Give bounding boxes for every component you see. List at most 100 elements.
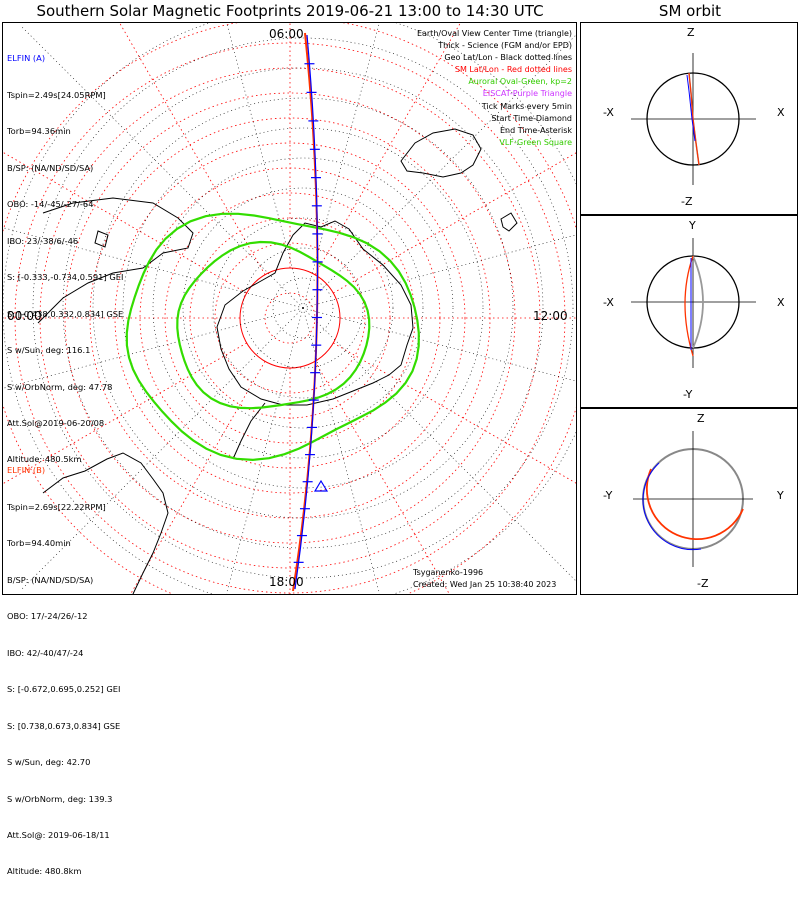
sm-longitude-line [333, 342, 576, 484]
orbit1-right: X [777, 106, 785, 119]
sm-latitude-ring [239, 267, 341, 369]
orbit3-left: -Y [603, 489, 613, 502]
elfin-b-line: S w/Sun, deg: 42.70 [7, 757, 91, 768]
time-label-right: 12:00 [533, 309, 568, 323]
geo-longitude-line [226, 23, 304, 309]
geo-longitude-line [3, 307, 304, 389]
australia-outline [400, 128, 482, 178]
orbit1-top: Z [687, 26, 695, 39]
elfin-a-line: S w/Sun, deg: 116.1 [7, 345, 91, 356]
elfin-a-line: S: [-0.333,-0.734,0.591] GEI [7, 272, 124, 283]
legend-item: Earth/Oval View Center Time (triangle) [416, 29, 572, 38]
elfin-b-line: OBO: 17/-24/26/-12 [7, 611, 88, 622]
legend-item: EISCAT-Purple Triangle [482, 89, 572, 99]
geo-latitude-ring [212, 217, 394, 399]
legend-item: Tick Marks every 5min [481, 101, 572, 111]
orbit-panel-xy: Y -Y -X X [580, 215, 798, 408]
geo-latitude-ring [182, 187, 424, 429]
footprint-map-panel: ELFIN (A) Tspin=2.49s[24.05RPM] Torb=94.… [2, 22, 577, 876]
elfin-b-line: S: [-0.672,0.695,0.252] GEI [7, 684, 121, 695]
auroral-oval-poleward [176, 240, 371, 410]
sm-latitude-ring [64, 92, 516, 544]
geo-latitude-ring [152, 157, 454, 459]
elfin-b-line: B/SP: (NA/ND/SD/SA) [7, 574, 94, 585]
created-label: Created: Wed Jan 25 10:38:40 2023 [413, 580, 557, 589]
elfin-a-line: Att.Sol@2019-06-20/08 [7, 418, 105, 428]
orbit2-right: X [777, 296, 785, 309]
elfin-a-line: IBO: 23/-38/6/-46 [7, 235, 79, 246]
antarctic-peninsula-outline [232, 402, 266, 460]
elfin-b-line: Tspin=2.69s[22.22RPM] [7, 501, 106, 512]
legend-item: End Time-Asterisk [499, 125, 572, 135]
legend-item: Auroral Oval-Green, kp=2 [468, 77, 572, 87]
page-title: Southern Solar Magnetic Footprints 2019-… [36, 2, 544, 20]
legend-item: Start Time-Diamond [491, 113, 572, 123]
time-label-top: 06:00 [269, 27, 304, 41]
geo-latitude-ring [122, 127, 484, 489]
elfin-a-name: ELFIN (A) [7, 53, 46, 64]
orbit-panel-xz: Z -Z -X X [580, 22, 798, 215]
elfin-a-line: Altitude: 480.5km [7, 454, 82, 465]
elfin-a-line: S w/OrbNorm, deg: 47.78 [7, 381, 113, 392]
geo-latitude-ring [62, 67, 544, 549]
legend-item: SM Lat/Lon - Red dotted lines [454, 65, 572, 75]
elfin-a-line: Tspin=2.49s[24.05RPM] [7, 89, 106, 100]
geo-longitude-line [19, 24, 304, 309]
elfin-b-line: IBO: 42/-40/47/-24 [7, 647, 84, 658]
orbit3-top: Z [697, 412, 705, 425]
elfin-a-line: B/SP: (NA/ND/SD/SA) [7, 162, 94, 173]
orbit-plot-yz [633, 431, 753, 567]
new-zealand-outline [500, 212, 518, 232]
geo-longitude-line [302, 307, 576, 582]
orbit2-left: -X [603, 296, 614, 309]
geo-longitude-line [19, 307, 304, 592]
elfin-b-line: Torb=94.40min [7, 538, 71, 549]
orbit3-right: Y [777, 489, 784, 502]
geo-latitude-ring [272, 277, 334, 339]
elfin-a-line: S: [-0.438,0.332,0.834] GSE [7, 308, 124, 319]
sm-grid-lines [3, 23, 576, 594]
satellite-tracks [292, 32, 329, 592]
antarctica-outline [216, 220, 414, 406]
time-label-left: 00:00 [7, 309, 42, 323]
map-legend: Earth/Oval View Center Time (triangle) T… [417, 28, 572, 149]
model-label: Tsyganenko-1996 [413, 568, 484, 577]
geo-longitude-line [302, 23, 380, 309]
legend-item: Thick - Science (FGM and/or EPD) [438, 41, 572, 51]
time-label-bottom: 18:00 [269, 575, 304, 589]
geo-longitude-line [226, 307, 304, 594]
elfin-a-line: OBO: -14/-45/-27/-64 [7, 199, 94, 210]
south-america-outline [42, 452, 169, 594]
orbit1-left: -X [603, 106, 614, 119]
geo-longitude-line [302, 307, 380, 594]
auroral-oval [125, 212, 420, 462]
sm-latitude-ring [214, 242, 366, 394]
orbit3-bottom: -Z [697, 577, 709, 590]
auroral-oval-equatorward [125, 212, 420, 462]
geo-latitude-ring [92, 97, 514, 519]
footprint-map [3, 23, 576, 594]
elfin-b-line: Att.Sol@: 2019-06-18/11 [7, 830, 110, 840]
orbit1-bottom: -Z [681, 195, 693, 208]
elfin-b-info: ELFIN (B) Tspin=2.69s[22.22RPM] Torb=94.… [7, 440, 120, 902]
geo-latitude-ring [242, 247, 364, 369]
geo-latitude-ring [32, 37, 574, 579]
elfin-b-name: ELFIN (B) [7, 465, 46, 476]
madagascar-outline [94, 230, 109, 248]
orbit2-bottom: -Y [683, 388, 693, 401]
africa-outline [37, 197, 194, 324]
geo-longitude-line [302, 234, 576, 309]
sm-latitude-ring [114, 142, 466, 494]
legend-item: Geo Lat/Lon - Black dotted lines [444, 53, 572, 63]
orbit-plot-xy [631, 238, 756, 368]
orbit-title: SM orbit [658, 2, 722, 20]
orbit-panel-yz: Z -Z -Y Y [580, 408, 798, 595]
sm-latitude-ring [39, 67, 541, 569]
sm-latitude-ring [264, 292, 316, 344]
elfin-b-line: S w/OrbNorm, deg: 139.3 [7, 793, 113, 804]
orbit2-top: Y [689, 219, 696, 232]
sm-latitude-ring [164, 192, 416, 444]
elfin-b-line: Altitude: 480.8km [7, 866, 82, 877]
elfin-a-line: Torb=94.36min [7, 126, 71, 137]
elfin-a-info: ELFIN (A) Tspin=2.49s[24.05RPM] Torb=94.… [7, 28, 123, 490]
